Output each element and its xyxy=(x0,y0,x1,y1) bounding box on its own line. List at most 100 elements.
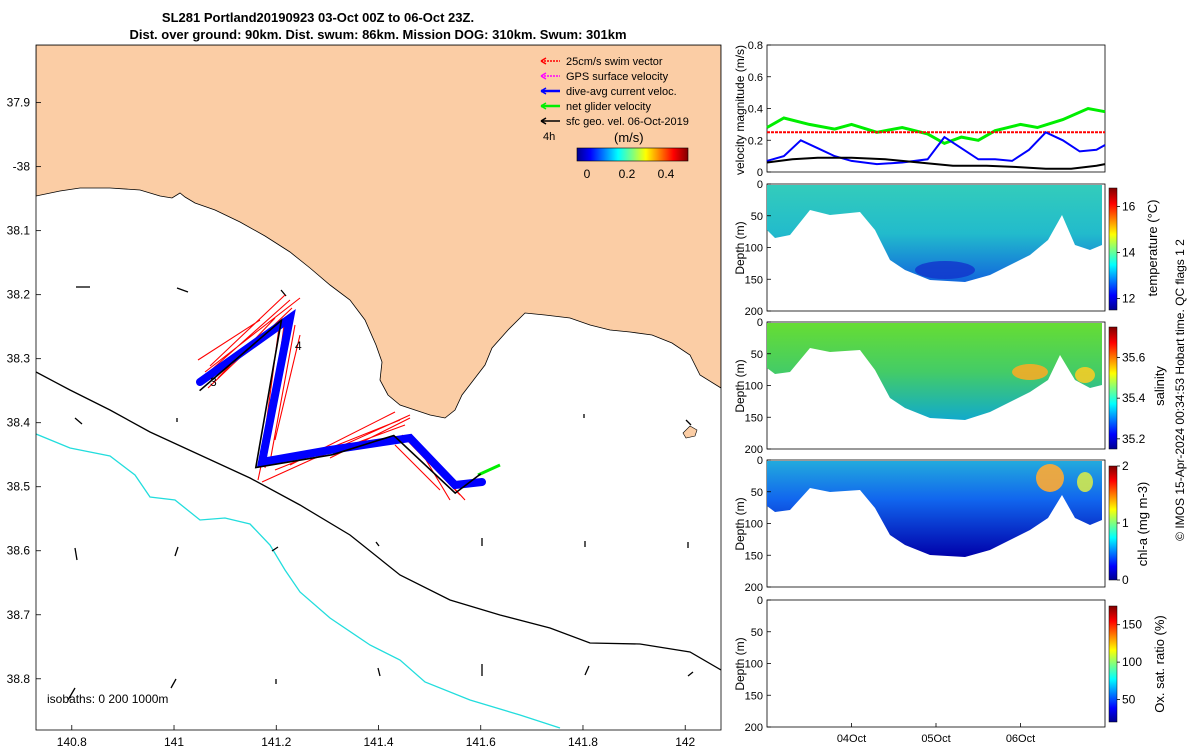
depth-tick-label: 150 xyxy=(745,412,763,424)
map-y-tick-label: 38.5 xyxy=(7,480,31,494)
depth-tick-label: 0 xyxy=(757,455,763,467)
glider-track xyxy=(199,318,482,495)
net-glider-velocity xyxy=(477,463,501,477)
map-y-axis: 37.9 -38 38.1 38.2 38.3 38.4 38.5 38.6 38.7 38.8 xyxy=(7,96,41,686)
depth-tick-label: 0 xyxy=(757,595,763,607)
colorbar-tick-label: 35.4 xyxy=(1122,391,1146,405)
depth-tick-label: 100 xyxy=(745,381,763,393)
legend-arrowhead xyxy=(540,102,547,110)
map-y-tick-label: 38.8 xyxy=(7,672,31,686)
colorbar-tick-label: 2 xyxy=(1122,459,1129,473)
velocity-y-tick-label: 0.8 xyxy=(748,40,763,52)
map-x-tick-label: 140.8 xyxy=(57,735,87,749)
depth-tick-label: 200 xyxy=(745,722,763,734)
depth-tick-label: 150 xyxy=(745,274,763,286)
geo-arrow xyxy=(176,287,189,293)
colorbar-tick-label: 150 xyxy=(1122,618,1142,632)
map-legend: 25cm/s swim vector GPS surface velocity di… xyxy=(540,56,689,181)
depth-tick-label: 200 xyxy=(745,444,763,456)
colorbar-tick-label: 14 xyxy=(1122,245,1136,259)
velocity-y-axis: 0 0.2 0.4 0.6 0.8 xyxy=(748,40,771,179)
oxygen-ylabel: Depth (m) xyxy=(733,637,747,690)
oxygen-colorbar xyxy=(1108,605,1118,723)
legend-label: 25cm/s swim vector xyxy=(566,56,663,68)
velocity-panel: 0 0.2 0.4 0.6 0.8 velocity magnitude (m/s) xyxy=(733,40,1106,179)
map-x-tick-label: 141 xyxy=(164,735,184,749)
colorbar-tick-label: 0 xyxy=(1122,573,1129,587)
chla-ylabel: Depth (m) xyxy=(733,497,747,550)
chla-panel: 0 50 100 150 200 Depth (m) 0 1 2 chl-a (mg m-3… xyxy=(733,455,1150,594)
salinity-clabel: salinity xyxy=(1152,366,1167,406)
chla-section xyxy=(767,461,1102,557)
legend-arrowhead xyxy=(540,87,547,95)
depth-tick-label: 0 xyxy=(757,179,763,191)
colorbar-tick-label: 16 xyxy=(1122,199,1136,213)
time-tick-label: 06Oct xyxy=(1006,733,1035,745)
time-tick-label: 04Oct xyxy=(837,733,866,745)
oxygen-frame xyxy=(766,599,1106,728)
geo-arrow xyxy=(685,419,692,426)
geo-arrow xyxy=(174,546,179,557)
colorbar-title: (m/s) xyxy=(614,130,644,145)
velocity-series-line xyxy=(766,131,1106,166)
geo-arrow xyxy=(280,289,287,297)
time-tick-label: 05Oct xyxy=(921,733,950,745)
geo-arrow xyxy=(74,547,78,561)
depth-tick-label: 50 xyxy=(751,349,763,361)
temperature-panel: 0 50 100 150 200 Depth (m) 12 14 16 temperatur… xyxy=(733,179,1160,318)
dive-avg-current-band xyxy=(196,308,486,490)
colorbar-tick-label: 35.6 xyxy=(1122,351,1146,365)
depth-tick-label: 50 xyxy=(751,487,763,499)
map-y-tick-label: 38.3 xyxy=(7,352,31,366)
colorbar-tick: 0.2 xyxy=(619,167,636,181)
map-y-tick-label: 37.9 xyxy=(7,96,31,110)
depth-tick-label: 100 xyxy=(745,659,763,671)
velocity-series-line xyxy=(766,156,1106,170)
map-y-tick-label: 38.7 xyxy=(7,608,31,622)
colorbar-tick: 0 xyxy=(584,167,591,181)
depth-tick-label: 100 xyxy=(745,243,763,255)
map-y-tick-label: 38.1 xyxy=(7,224,31,238)
salinity-section xyxy=(767,323,1102,420)
velocity-series xyxy=(766,106,1106,170)
depth-tick-label: 100 xyxy=(745,519,763,531)
track-label-3: 3 xyxy=(210,375,217,389)
velocity-series-line xyxy=(766,106,1106,146)
map-y-tick-label: 38.4 xyxy=(7,416,31,430)
chla-colorbar xyxy=(1108,465,1118,581)
geo-arrow xyxy=(375,541,380,547)
map-x-tick-label: 141.2 xyxy=(261,735,291,749)
credit-text: © IMOS 15-Apr-2024 00:34:53 Hobart time.… xyxy=(1173,239,1187,541)
velocity-ylabel: velocity magnitude (m/s) xyxy=(733,45,747,175)
chla-clabel: chl-a (mg m-3) xyxy=(1135,482,1150,567)
temperature-colorbar xyxy=(1108,187,1118,311)
isobath-200m xyxy=(36,371,721,671)
colorbar-tick-label: 1 xyxy=(1122,516,1129,530)
map-x-tick-label: 141.8 xyxy=(568,735,598,749)
legend-arrowhead xyxy=(540,72,547,80)
temperature-cold-patch xyxy=(915,261,975,279)
colorbar-tick-label: 50 xyxy=(1122,693,1136,707)
legend-label: net glider velocity xyxy=(566,101,651,113)
map-y-tick-label: 38.6 xyxy=(7,544,31,558)
velocity-y-tick-label: 0.6 xyxy=(748,72,763,84)
temperature-section xyxy=(767,185,1102,282)
chla-bloom-patch xyxy=(1036,464,1064,492)
colorbar-tick-label: 35.2 xyxy=(1122,432,1146,446)
legend-arrowhead xyxy=(540,57,547,65)
geo-arrow xyxy=(584,665,590,676)
island xyxy=(682,425,698,439)
legend-arrowhead xyxy=(540,117,547,125)
legend-label: sfc geo. vel. 06-Oct-2019 xyxy=(566,116,689,128)
isobath-1000m xyxy=(36,433,561,729)
depth-tick-label: 0 xyxy=(757,317,763,329)
depth-tick-label: 200 xyxy=(745,306,763,318)
map-x-tick-label: 141.6 xyxy=(466,735,496,749)
map-y-tick-label: -38 xyxy=(13,160,31,174)
salinity-colorbar xyxy=(1108,326,1118,450)
depth-tick-label: 150 xyxy=(745,690,763,702)
colorbar-tick-label: 100 xyxy=(1122,655,1142,669)
colorbar-tick: 0.4 xyxy=(658,167,675,181)
salinity-high-patch xyxy=(1075,367,1095,383)
